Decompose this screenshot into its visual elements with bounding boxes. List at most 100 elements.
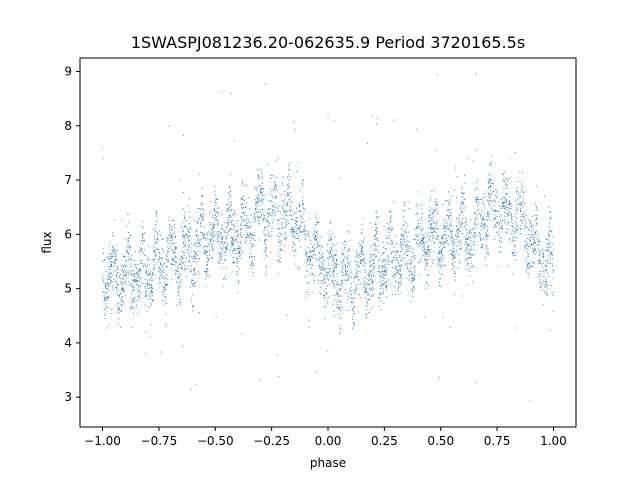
data-point [347, 251, 349, 253]
data-point [234, 262, 236, 264]
data-point [364, 288, 366, 290]
data-point [166, 255, 168, 257]
data-point [465, 253, 467, 255]
data-point [198, 312, 200, 314]
data-point [240, 240, 242, 242]
data-point [301, 179, 303, 181]
data-point [265, 246, 267, 249]
data-point [128, 232, 130, 234]
data-point [330, 252, 332, 254]
data-point [531, 230, 533, 232]
data-point [440, 251, 443, 253]
data-point [470, 239, 472, 241]
data-point [300, 215, 302, 217]
data-point [470, 253, 472, 255]
data-point [184, 264, 186, 267]
data-point [292, 213, 294, 216]
data-point [394, 234, 396, 237]
data-point [379, 275, 381, 277]
data-point [171, 228, 174, 230]
data-point [225, 246, 227, 248]
data-point [452, 230, 454, 232]
data-point [507, 265, 509, 267]
data-point [500, 227, 502, 229]
data-point [412, 249, 414, 251]
data-point [170, 229, 173, 231]
data-point [168, 251, 170, 253]
data-point [299, 225, 301, 228]
data-point [189, 232, 191, 234]
data-point [264, 244, 266, 246]
data-point [280, 218, 283, 220]
data-point [384, 278, 386, 280]
data-point [150, 287, 152, 289]
data-point [352, 310, 354, 312]
data-point [354, 276, 356, 278]
data-point [155, 255, 157, 257]
data-point [538, 263, 540, 265]
data-point [172, 249, 174, 251]
data-point [412, 277, 414, 279]
data-point [293, 234, 295, 236]
data-point [381, 274, 383, 276]
data-point [232, 244, 234, 247]
data-point [106, 291, 108, 293]
data-point [548, 221, 550, 223]
data-point [405, 231, 407, 234]
data-point [412, 257, 414, 259]
data-point [257, 220, 259, 223]
data-point [208, 249, 211, 251]
data-point [339, 309, 342, 311]
data-point [267, 221, 270, 224]
data-point [125, 280, 127, 282]
data-point [539, 252, 541, 254]
data-point [195, 241, 197, 243]
data-point [196, 239, 198, 241]
data-point [288, 165, 290, 167]
data-point [283, 210, 285, 212]
data-point [543, 289, 545, 291]
data-point [187, 252, 189, 254]
data-point [319, 245, 321, 247]
data-point [278, 261, 280, 263]
data-point [167, 246, 169, 248]
data-point [336, 272, 338, 274]
data-point [495, 194, 497, 197]
data-point [255, 200, 257, 202]
data-point [446, 239, 449, 241]
data-point [481, 223, 483, 225]
y-tick-label: 4 [64, 336, 72, 350]
data-point [422, 238, 424, 240]
data-point [163, 288, 165, 290]
data-point [546, 269, 548, 271]
data-point [549, 211, 551, 213]
data-point [201, 207, 203, 209]
data-point [128, 252, 130, 254]
data-point [341, 271, 343, 273]
data-point [124, 282, 126, 284]
data-point [320, 269, 323, 271]
data-point [205, 238, 207, 240]
data-point [139, 259, 141, 262]
data-point [196, 242, 198, 244]
data-point [373, 248, 375, 250]
data-point [330, 249, 332, 251]
data-point [229, 206, 231, 208]
data-point [161, 265, 163, 267]
data-point [154, 254, 156, 256]
data-point [150, 304, 152, 306]
data-point [465, 241, 467, 243]
data-point [160, 263, 162, 266]
data-point [231, 239, 233, 241]
data-point [272, 222, 274, 224]
data-point [454, 256, 456, 258]
data-point [489, 199, 491, 202]
data-point [330, 234, 333, 236]
data-point [535, 251, 537, 253]
data-point [236, 262, 238, 264]
data-point [379, 297, 381, 299]
data-point [504, 199, 506, 201]
data-point [525, 268, 527, 270]
data-point [153, 250, 156, 252]
chart-title: 1SWASPJ081236.20-062635.9 Period 3720165… [131, 33, 525, 52]
